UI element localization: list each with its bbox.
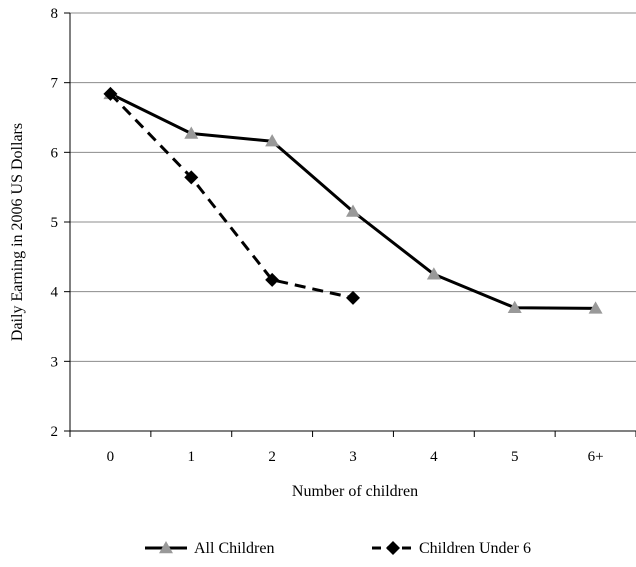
- series: [103, 87, 602, 314]
- legend-label-1: Children Under 6: [419, 540, 531, 557]
- x-axis-title: Number of children: [292, 483, 418, 500]
- y-tick-label-2: 2: [51, 424, 59, 440]
- x-tick-label-2: 2: [268, 449, 276, 465]
- x-tick-label-4: 4: [430, 449, 438, 465]
- y-tick-label-5: 5: [51, 215, 59, 231]
- x-tick-label-5: 5: [511, 449, 519, 465]
- x-tick-label-3: 3: [349, 449, 357, 465]
- legend: All Children Children Under 6: [145, 540, 531, 557]
- x-tick-label-6+: 6+: [588, 449, 604, 465]
- x-tick-label-1: 1: [188, 449, 196, 465]
- y-tick-label-3: 3: [51, 354, 59, 370]
- y-tick-label-8: 8: [51, 6, 59, 22]
- series-children-under-6: [103, 87, 360, 305]
- series-line-1: [110, 94, 353, 298]
- series-all-children: [103, 87, 602, 314]
- x-tick-label-0: 0: [107, 449, 115, 465]
- axes: 2 3 4 5 6 7 8 0 1 2 3 4 5 6+: [51, 6, 636, 465]
- legend-item-0: All Children: [145, 540, 274, 557]
- y-tick-label-4: 4: [51, 285, 59, 301]
- data-point-1-3: [346, 291, 360, 305]
- legend-item-1: Children Under 6: [372, 540, 531, 557]
- y-tick-label-7: 7: [51, 76, 59, 92]
- y-axis-title: Daily Earning in 2006 US Dollars: [9, 123, 26, 341]
- series-line-0: [110, 94, 595, 309]
- y-tick-label-6: 6: [51, 145, 59, 161]
- legend-marker-1: [386, 541, 400, 555]
- legend-label-0: All Children: [194, 540, 274, 557]
